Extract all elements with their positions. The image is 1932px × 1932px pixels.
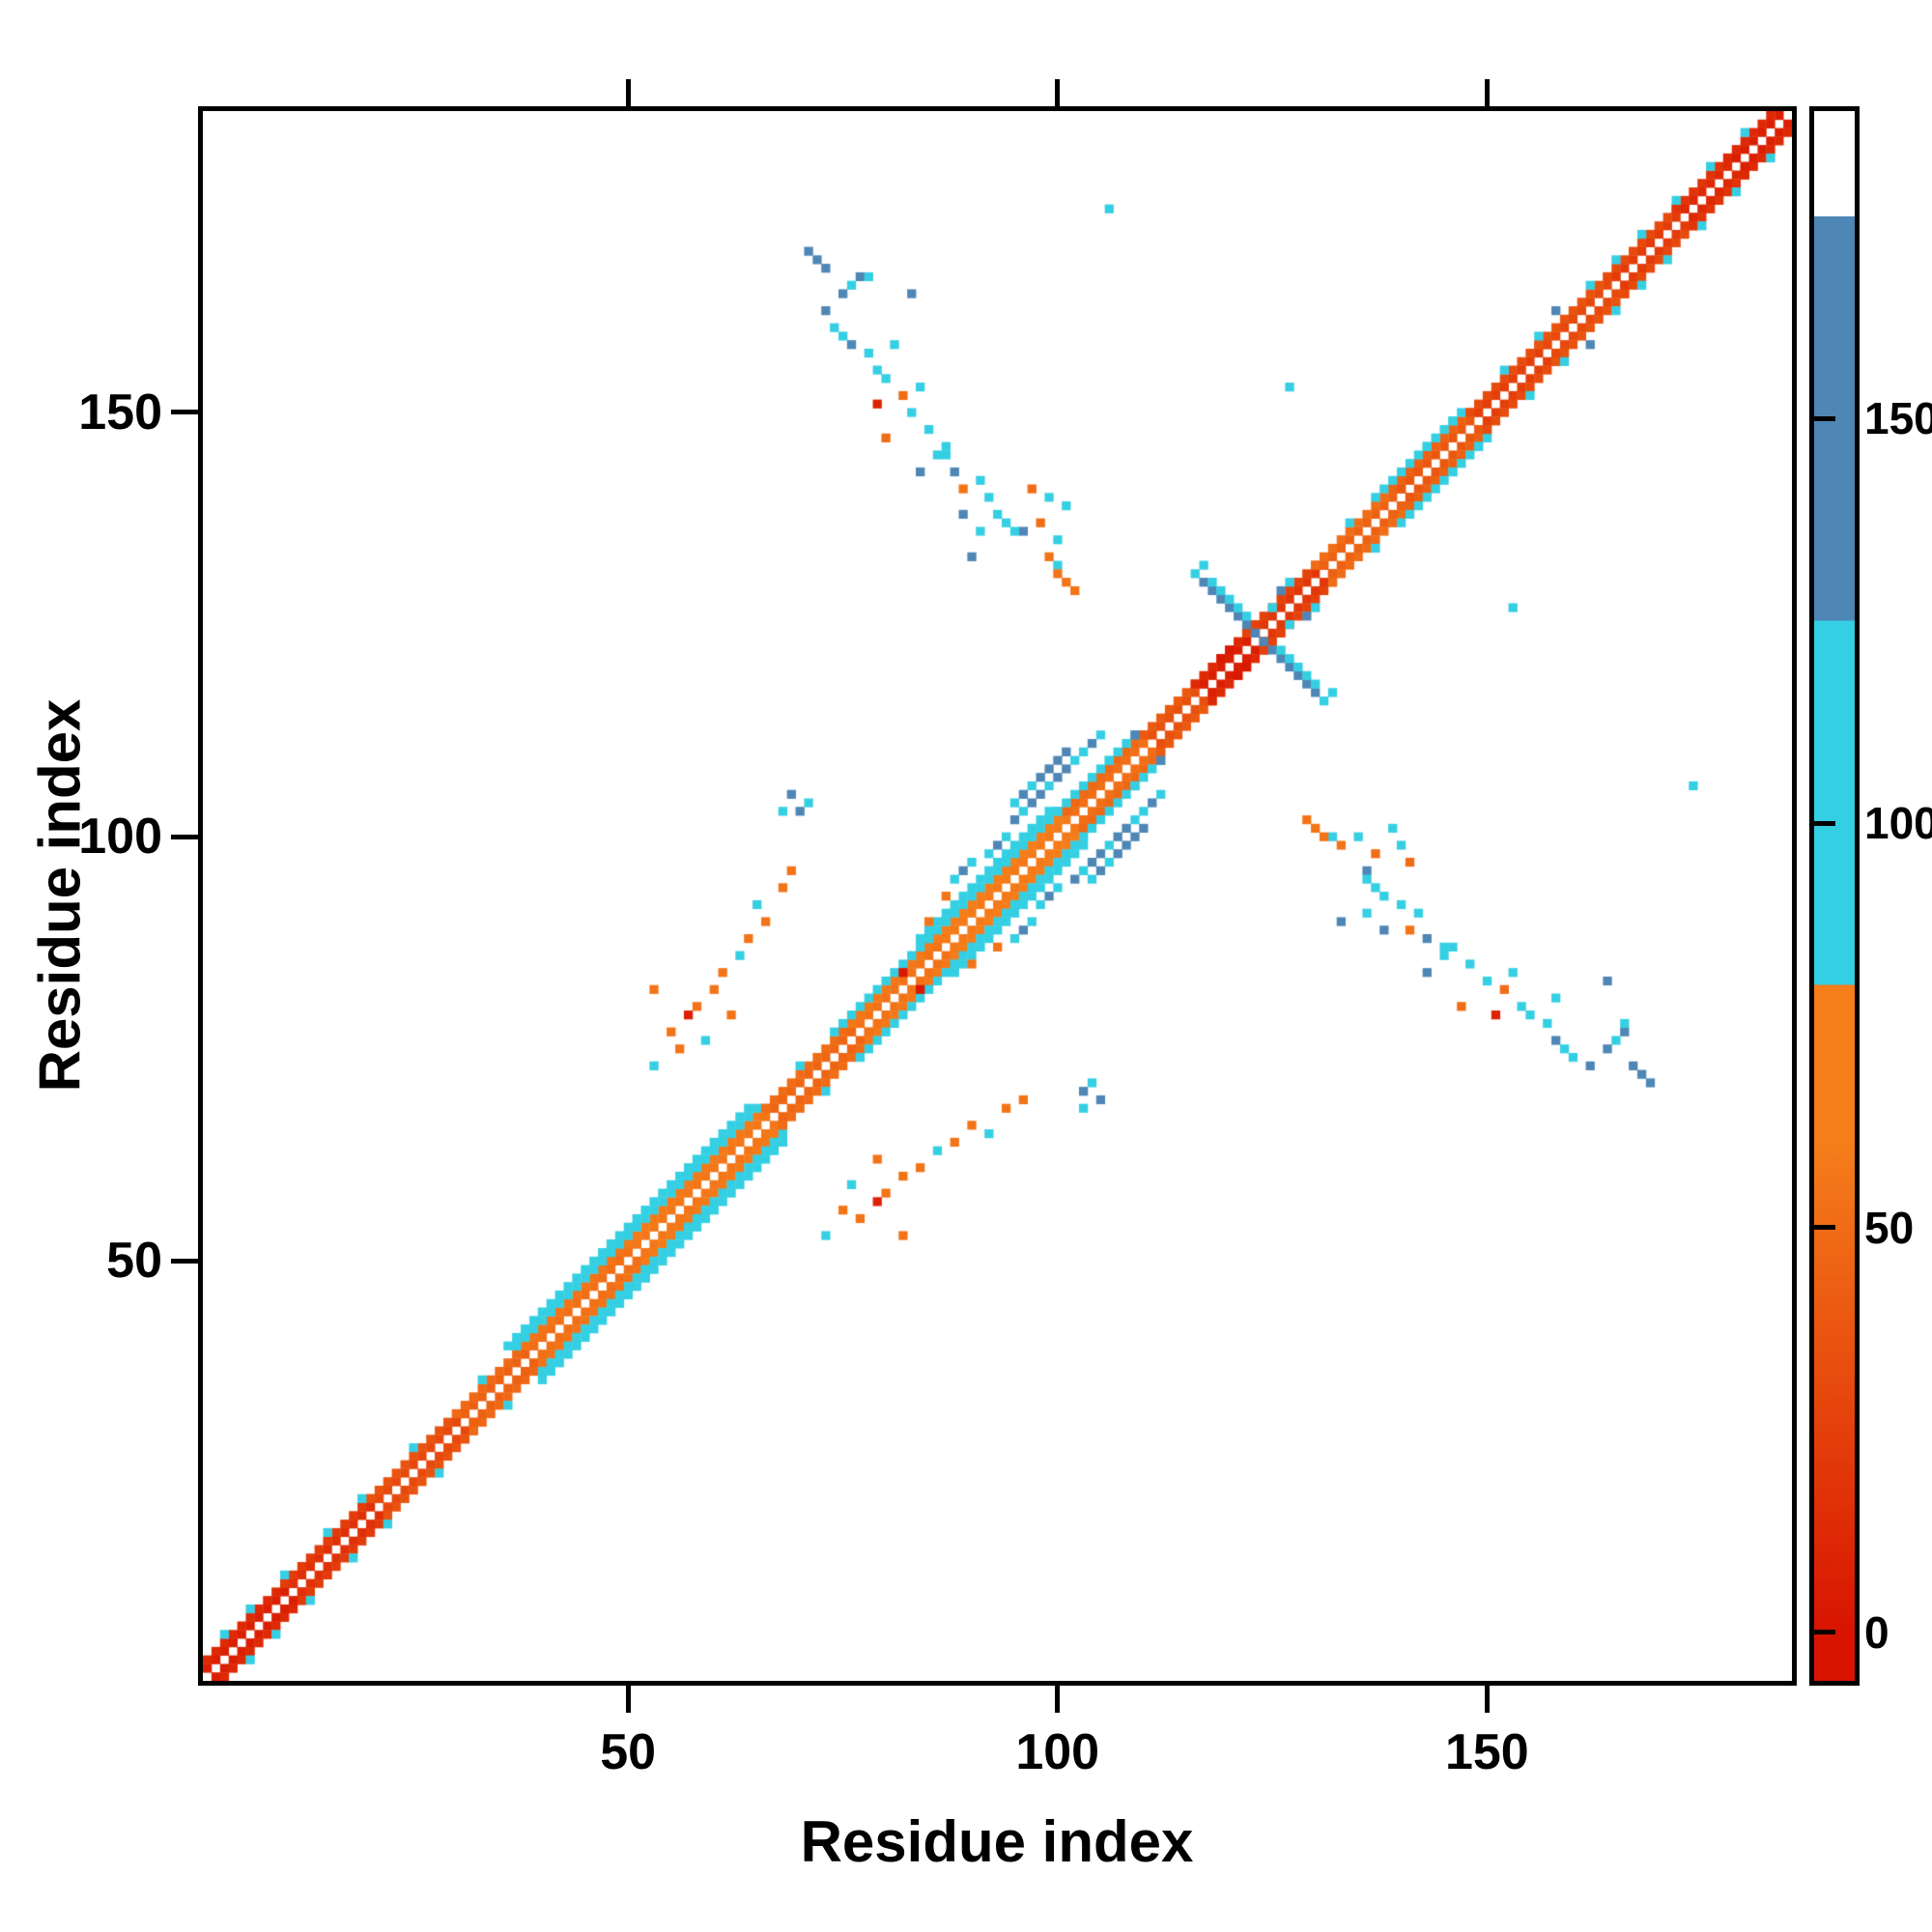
colorbar-tick-label: 50 bbox=[1864, 1202, 1915, 1253]
y-tick-label: 150 bbox=[78, 384, 162, 440]
colorbar-tick bbox=[1814, 1225, 1835, 1231]
y-axis-tick bbox=[171, 410, 198, 415]
x-axis-title: Residue index bbox=[800, 1809, 1194, 1874]
x-axis-tick bbox=[1484, 1686, 1490, 1713]
colorbar-tick-label: 0 bbox=[1864, 1606, 1889, 1658]
x-axis-tick bbox=[1055, 1686, 1061, 1713]
x-tick-label: 50 bbox=[600, 1724, 657, 1780]
y-tick-label: 50 bbox=[106, 1233, 162, 1290]
y-axis-title: Residue index bbox=[27, 698, 93, 1093]
colorbar bbox=[1809, 106, 1860, 1686]
x-tick-label: 150 bbox=[1444, 1724, 1529, 1780]
colorbar-tick-label: 100 bbox=[1864, 798, 1932, 849]
plot-area bbox=[198, 106, 1797, 1686]
colorbar-tick bbox=[1814, 1630, 1835, 1635]
x-axis-tick-top bbox=[1484, 79, 1490, 106]
x-tick-label: 100 bbox=[1015, 1724, 1100, 1780]
y-axis-tick bbox=[171, 834, 198, 839]
x-axis-tick-top bbox=[1055, 79, 1061, 106]
colorbar-tick bbox=[1814, 415, 1835, 421]
x-axis-tick bbox=[625, 1686, 631, 1713]
x-axis-tick-top bbox=[625, 79, 631, 106]
y-tick-label: 100 bbox=[78, 809, 162, 865]
y-axis-tick bbox=[171, 1258, 198, 1264]
colorbar-tick bbox=[1814, 820, 1835, 826]
colorbar-tick-label: 150 bbox=[1864, 393, 1932, 444]
contact-map-canvas bbox=[203, 111, 1792, 1681]
